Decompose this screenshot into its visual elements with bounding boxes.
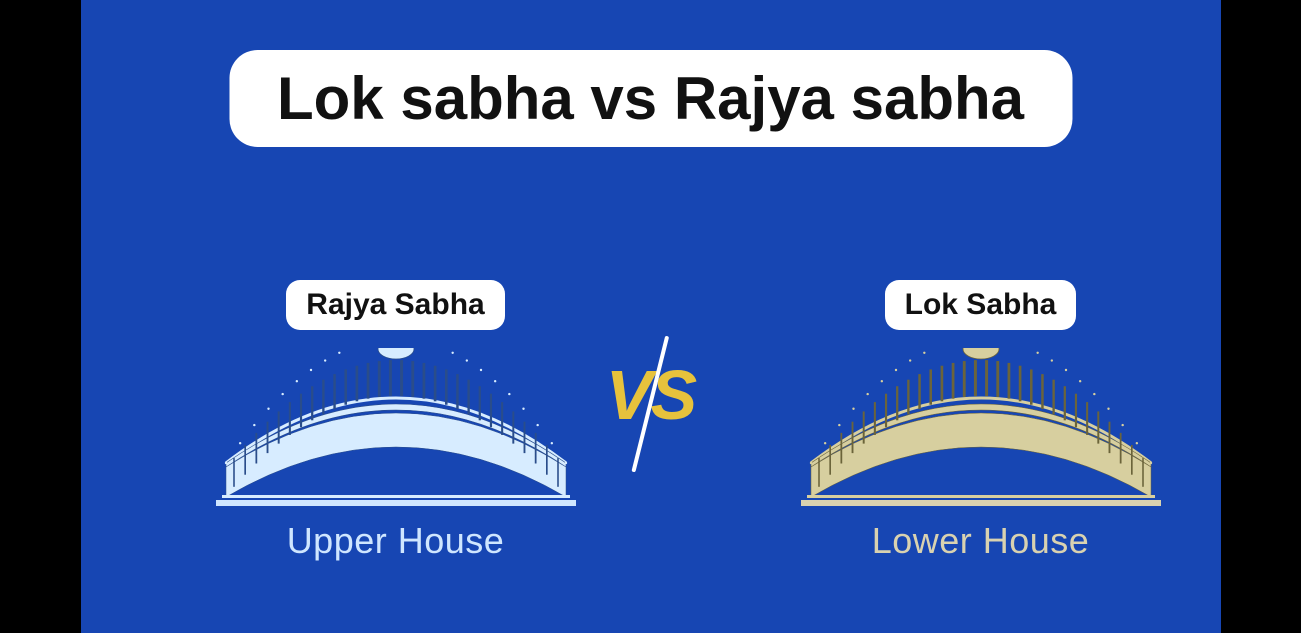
stage: Lok sabha vs Rajya sabha Rajya Sabha Upp… (81, 0, 1221, 633)
title-pill: Lok sabha vs Rajya sabha (229, 50, 1072, 147)
left-label-pill: Rajya Sabha (286, 280, 504, 330)
left-underline (216, 500, 576, 506)
left-caption: Upper House (196, 520, 596, 562)
right-caption: Lower House (781, 520, 1181, 562)
right-column: Lok Sabha Lower House (781, 280, 1181, 562)
right-label-pill: Lok Sabha (885, 280, 1077, 330)
right-underline (801, 500, 1161, 506)
right-label-text: Lok Sabha (905, 288, 1057, 321)
parliament-building-left-icon (216, 348, 576, 498)
title-text: Lok sabha vs Rajya sabha (277, 65, 1024, 132)
parliament-building-right-icon (801, 348, 1161, 498)
left-label-text: Rajya Sabha (306, 288, 484, 321)
left-column: Rajya Sabha Upper House (196, 280, 596, 562)
vs-block: VS (606, 360, 695, 430)
